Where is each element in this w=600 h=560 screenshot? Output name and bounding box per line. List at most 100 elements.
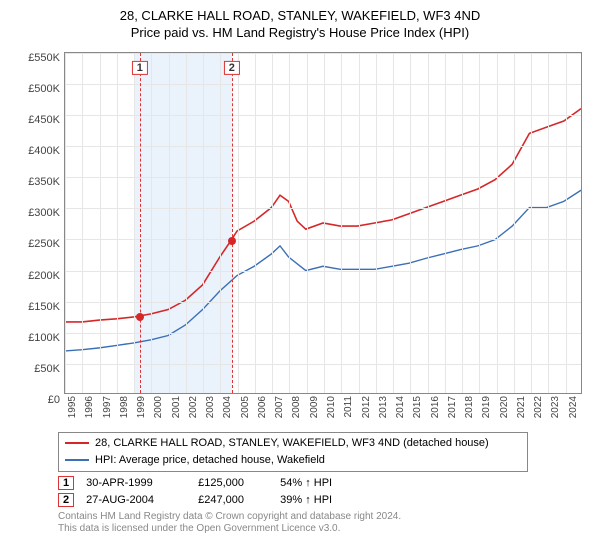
gridline-v bbox=[307, 53, 308, 393]
gridline-h bbox=[65, 146, 581, 147]
x-tick-label: 2019 bbox=[481, 396, 492, 418]
sale-marker-line bbox=[232, 53, 233, 393]
x-tick-label: 2015 bbox=[412, 396, 423, 418]
x-tick-label: 2003 bbox=[205, 396, 216, 418]
x-tick-label: 2012 bbox=[361, 396, 372, 418]
gridline-v bbox=[462, 53, 463, 393]
gridline-h bbox=[65, 302, 581, 303]
sale-marker-label: 2 bbox=[224, 61, 240, 75]
sale-marker-dot bbox=[136, 313, 144, 321]
x-tick-label: 2013 bbox=[378, 396, 389, 418]
title-line-1: 28, CLARKE HALL ROAD, STANLEY, WAKEFIELD… bbox=[12, 8, 588, 25]
x-axis: 1995199619971998199920002001200220032004… bbox=[64, 394, 582, 426]
gridline-h bbox=[65, 53, 581, 54]
x-tick-label: 2016 bbox=[430, 396, 441, 418]
x-tick-label: 1999 bbox=[136, 396, 147, 418]
gridline-v bbox=[186, 53, 187, 393]
gridline-h bbox=[65, 333, 581, 334]
gridline-v bbox=[497, 53, 498, 393]
x-tick-label: 2021 bbox=[516, 396, 527, 418]
legend-label: 28, CLARKE HALL ROAD, STANLEY, WAKEFIELD… bbox=[95, 437, 489, 449]
gridline-v bbox=[82, 53, 83, 393]
gridline-v bbox=[531, 53, 532, 393]
gridline-v bbox=[134, 53, 135, 393]
y-tick-label: £250K bbox=[28, 238, 60, 250]
gridline-v bbox=[566, 53, 567, 393]
gridline-v bbox=[117, 53, 118, 393]
x-tick-label: 2017 bbox=[447, 396, 458, 418]
gridline-h bbox=[65, 115, 581, 116]
x-tick-label: 2023 bbox=[550, 396, 561, 418]
sale-marker-line bbox=[140, 53, 141, 393]
y-tick-label: £500K bbox=[28, 83, 60, 95]
legend-row: 28, CLARKE HALL ROAD, STANLEY, WAKEFIELD… bbox=[65, 435, 521, 452]
gridline-v bbox=[428, 53, 429, 393]
gridline-h bbox=[65, 84, 581, 85]
x-tick-label: 1996 bbox=[84, 396, 95, 418]
gridline-v bbox=[514, 53, 515, 393]
x-tick-label: 2014 bbox=[395, 396, 406, 418]
attribution-line-1: Contains HM Land Registry data © Crown c… bbox=[58, 511, 588, 524]
x-tick-label: 2006 bbox=[257, 396, 268, 418]
gridline-h bbox=[65, 239, 581, 240]
attribution: Contains HM Land Registry data © Crown c… bbox=[58, 511, 588, 536]
x-tick-label: 2002 bbox=[188, 396, 199, 418]
sale-index-badge: 1 bbox=[58, 476, 74, 490]
x-tick-label: 2009 bbox=[309, 396, 320, 418]
gridline-v bbox=[272, 53, 273, 393]
gridline-v bbox=[479, 53, 480, 393]
sale-row: 227-AUG-2004£247,00039% ↑ HPI bbox=[58, 493, 588, 507]
gridline-v bbox=[393, 53, 394, 393]
title-line-2: Price paid vs. HM Land Registry's House … bbox=[12, 25, 588, 40]
x-tick-label: 2011 bbox=[343, 396, 354, 418]
y-tick-label: £400K bbox=[28, 145, 60, 157]
y-tick-label: £50K bbox=[34, 363, 60, 375]
legend-swatch bbox=[65, 459, 89, 461]
sale-marker-label: 1 bbox=[132, 61, 148, 75]
x-tick-label: 2001 bbox=[171, 396, 182, 418]
series-lines bbox=[65, 53, 581, 393]
x-tick-label: 2022 bbox=[533, 396, 544, 418]
y-tick-label: £450K bbox=[28, 114, 60, 126]
gridline-v bbox=[359, 53, 360, 393]
x-tick-label: 2020 bbox=[499, 396, 510, 418]
sale-index-badge: 2 bbox=[58, 493, 74, 507]
x-tick-label: 1995 bbox=[67, 396, 78, 418]
x-tick-label: 2008 bbox=[291, 396, 302, 418]
x-tick-label: 2004 bbox=[222, 396, 233, 418]
plot-area: 12 bbox=[64, 52, 582, 394]
sale-date: 30-APR-1999 bbox=[86, 477, 186, 489]
y-tick-label: £550K bbox=[28, 52, 60, 64]
sale-delta: 54% ↑ HPI bbox=[280, 477, 332, 489]
x-tick-label: 2007 bbox=[274, 396, 285, 418]
y-tick-label: £350K bbox=[28, 176, 60, 188]
gridline-v bbox=[169, 53, 170, 393]
sale-price: £125,000 bbox=[198, 477, 268, 489]
series-property bbox=[65, 109, 581, 322]
gridline-v bbox=[203, 53, 204, 393]
sale-price: £247,000 bbox=[198, 494, 268, 506]
sale-row: 1 30-APR-1999 £125,000 54% ↑ HPI bbox=[58, 476, 588, 490]
gridline-v bbox=[548, 53, 549, 393]
x-tick-label: 2005 bbox=[240, 396, 251, 418]
gridline-v bbox=[100, 53, 101, 393]
gridline-v bbox=[445, 53, 446, 393]
x-tick-label: 2024 bbox=[568, 396, 579, 418]
gridline-v bbox=[65, 53, 66, 393]
gridline-v bbox=[255, 53, 256, 393]
y-tick-label: £200K bbox=[28, 270, 60, 282]
gridline-v bbox=[376, 53, 377, 393]
sale-marker-dot bbox=[228, 237, 236, 245]
gridline-v bbox=[341, 53, 342, 393]
y-tick-label: £0 bbox=[48, 394, 60, 406]
x-tick-label: 2018 bbox=[464, 396, 475, 418]
gridline-h bbox=[65, 177, 581, 178]
y-tick-label: £100K bbox=[28, 332, 60, 344]
gridline-h bbox=[65, 271, 581, 272]
gridline-v bbox=[289, 53, 290, 393]
y-tick-label: £300K bbox=[28, 207, 60, 219]
legend-label: HPI: Average price, detached house, Wake… bbox=[95, 454, 325, 466]
x-tick-label: 1997 bbox=[102, 396, 113, 418]
legend: 28, CLARKE HALL ROAD, STANLEY, WAKEFIELD… bbox=[58, 432, 528, 472]
gridline-v bbox=[324, 53, 325, 393]
